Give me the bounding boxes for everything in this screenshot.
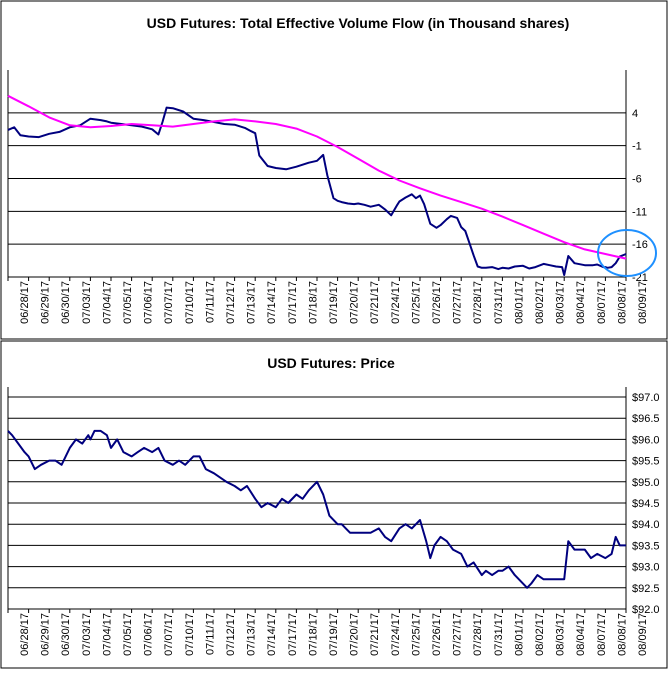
volume-x-tick-label: 07/13/17	[246, 281, 258, 324]
price-chart: USD Futures: Price $97.0$96.5$96.0$95.5$…	[0, 340, 668, 669]
volume-y-tick-label: -16	[632, 239, 648, 251]
price-x-tick-label: 07/26/17	[431, 613, 443, 656]
price-y-tick-label: $95.5	[632, 456, 660, 468]
volume-x-tick-labels: 06/28/17 06/29/17 06/30/17 07/03/17 07/04/17…	[7, 277, 649, 324]
volume-x-tick-label: 07/07/17	[163, 281, 175, 324]
highlight-circle	[597, 229, 657, 277]
volume-x-tick-label: 08/07/17	[596, 281, 608, 324]
volume-x-tick-label: 06/30/17	[60, 281, 72, 324]
price-x-tick-label: 07/05/17	[122, 613, 134, 656]
volume-x-tick-label: 07/26/17	[431, 281, 443, 324]
volume-x-tick-label: 07/31/17	[493, 281, 505, 324]
volume-x-tick-label: 07/12/17	[225, 281, 237, 324]
volume-x-tick-label: 08/01/17	[513, 281, 525, 324]
volume-x-tick-label: 07/14/17	[266, 281, 278, 324]
price-x-tick-label: 06/28/17	[19, 613, 31, 656]
price-x-tick-label: 06/30/17	[60, 613, 72, 656]
price-y-tick-label: $93.5	[632, 540, 660, 552]
volume-x-tick-label: 07/27/17	[452, 281, 464, 324]
volume-series-line-1	[7, 106, 627, 276]
volume-x-tick-label: 07/25/17	[410, 281, 422, 324]
price-x-tick-label: 07/17/17	[287, 613, 299, 656]
volume-x-tick-label: 08/02/17	[534, 281, 546, 324]
price-y-tick-labels: $97.0 $96.5 $96.0 $95.5 $95.0 $94.5 $94.0 $93.5…	[632, 392, 660, 616]
volume-x-tick-label: 07/04/17	[101, 281, 113, 324]
price-x-tick-label: 07/03/17	[81, 613, 93, 656]
price-x-tick-label: 08/02/17	[534, 613, 546, 656]
volume-x-tick-label: 07/03/17	[81, 281, 93, 324]
volume-x-tick-label: 07/05/17	[122, 281, 134, 324]
volume-x-tick-label: 07/11/17	[204, 281, 216, 323]
price-x-tick-label: 07/07/17	[163, 613, 175, 656]
price-series-line-1	[7, 429, 626, 589]
price-x-tick-label: 07/31/17	[493, 613, 505, 656]
price-x-tick-label: 07/21/17	[369, 613, 381, 656]
price-x-tick-label: 07/11/17	[204, 613, 216, 655]
volume-x-tick-label: 07/28/17	[472, 281, 484, 324]
price-x-tick-label: 07/25/17	[410, 613, 422, 656]
volume-x-tick-label: 07/20/17	[349, 281, 361, 324]
price-x-tick-label: 07/06/17	[143, 613, 155, 656]
volume-y-tick-label: -1	[632, 141, 642, 153]
price-y-tick-label: $92.0	[632, 604, 660, 616]
price-series-lines	[7, 429, 626, 589]
price-y-tick-label: $94.5	[632, 498, 660, 510]
volume-x-tick-label: 07/21/17	[369, 281, 381, 324]
price-x-tick-label: 07/12/17	[225, 613, 237, 656]
price-chart-title: USD Futures: Price	[267, 355, 395, 371]
volume-x-tick-label: 08/09/17	[637, 281, 649, 324]
volume-chart-frame	[0, 0, 668, 340]
volume-x-tick-label: 06/28/17	[19, 281, 31, 324]
price-x-tick-label: 06/29/17	[40, 613, 52, 656]
volume-flow-chart: USD Futures: Total Effective Volume Flow…	[0, 0, 668, 340]
price-x-tick-label: 07/20/17	[349, 613, 361, 656]
price-x-tick-label: 07/27/17	[452, 613, 464, 656]
volume-y-tick-label: 4	[632, 108, 638, 120]
volume-y-tick-label: -6	[632, 174, 642, 186]
volume-x-tick-label: 07/18/17	[307, 281, 319, 324]
volume-x-tick-label: 07/06/17	[143, 281, 155, 324]
price-x-tick-label: 07/14/17	[266, 613, 278, 656]
price-x-tick-label: 08/09/17	[637, 613, 649, 656]
volume-x-tick-label: 07/19/17	[328, 281, 340, 324]
volume-x-tick-label: 08/08/17	[616, 281, 628, 324]
volume-x-tick-label: 07/24/17	[390, 281, 402, 324]
price-y-tick-label: $93.0	[632, 562, 660, 574]
volume-y-tick-label: -11	[632, 206, 647, 218]
price-x-tick-label: 07/04/17	[101, 613, 113, 656]
volume-x-tick-label: 08/04/17	[575, 281, 587, 324]
price-y-tick-label: $96.0	[632, 434, 660, 446]
volume-series-lines	[7, 94, 627, 276]
price-y-tick-label: $92.5	[632, 583, 660, 595]
volume-x-tick-label: 07/17/17	[287, 281, 299, 324]
volume-x-tick-label: 06/29/17	[40, 281, 52, 324]
price-x-tick-labels: 06/28/17 06/29/17 06/30/17 07/03/17 07/04/17…	[7, 609, 649, 656]
price-chart-frame	[0, 340, 668, 669]
price-x-tick-label: 07/24/17	[390, 613, 402, 656]
price-y-tick-label: $94.0	[632, 519, 660, 531]
volume-chart-title: USD Futures: Total Effective Volume Flow…	[147, 15, 570, 31]
price-x-tick-label: 07/19/17	[328, 613, 340, 656]
price-y-tick-label: $95.0	[632, 477, 660, 489]
price-x-tick-label: 08/01/17	[513, 613, 525, 656]
price-y-tick-label: $96.5	[632, 413, 660, 425]
price-x-tick-label: 07/10/17	[184, 613, 196, 656]
volume-series-line-2	[7, 94, 627, 260]
price-x-tick-label: 08/03/17	[555, 613, 567, 656]
price-x-tick-label: 07/18/17	[307, 613, 319, 656]
price-x-tick-label: 08/04/17	[575, 613, 587, 656]
price-x-tick-label: 08/07/17	[596, 613, 608, 656]
price-y-tick-label: $97.0	[632, 392, 660, 404]
price-x-tick-label: 08/08/17	[616, 613, 628, 656]
volume-x-tick-label: 07/10/17	[184, 281, 196, 324]
volume-x-tick-label: 08/03/17	[555, 281, 567, 324]
price-x-tick-label: 07/28/17	[472, 613, 484, 656]
price-x-tick-label: 07/13/17	[246, 613, 258, 656]
